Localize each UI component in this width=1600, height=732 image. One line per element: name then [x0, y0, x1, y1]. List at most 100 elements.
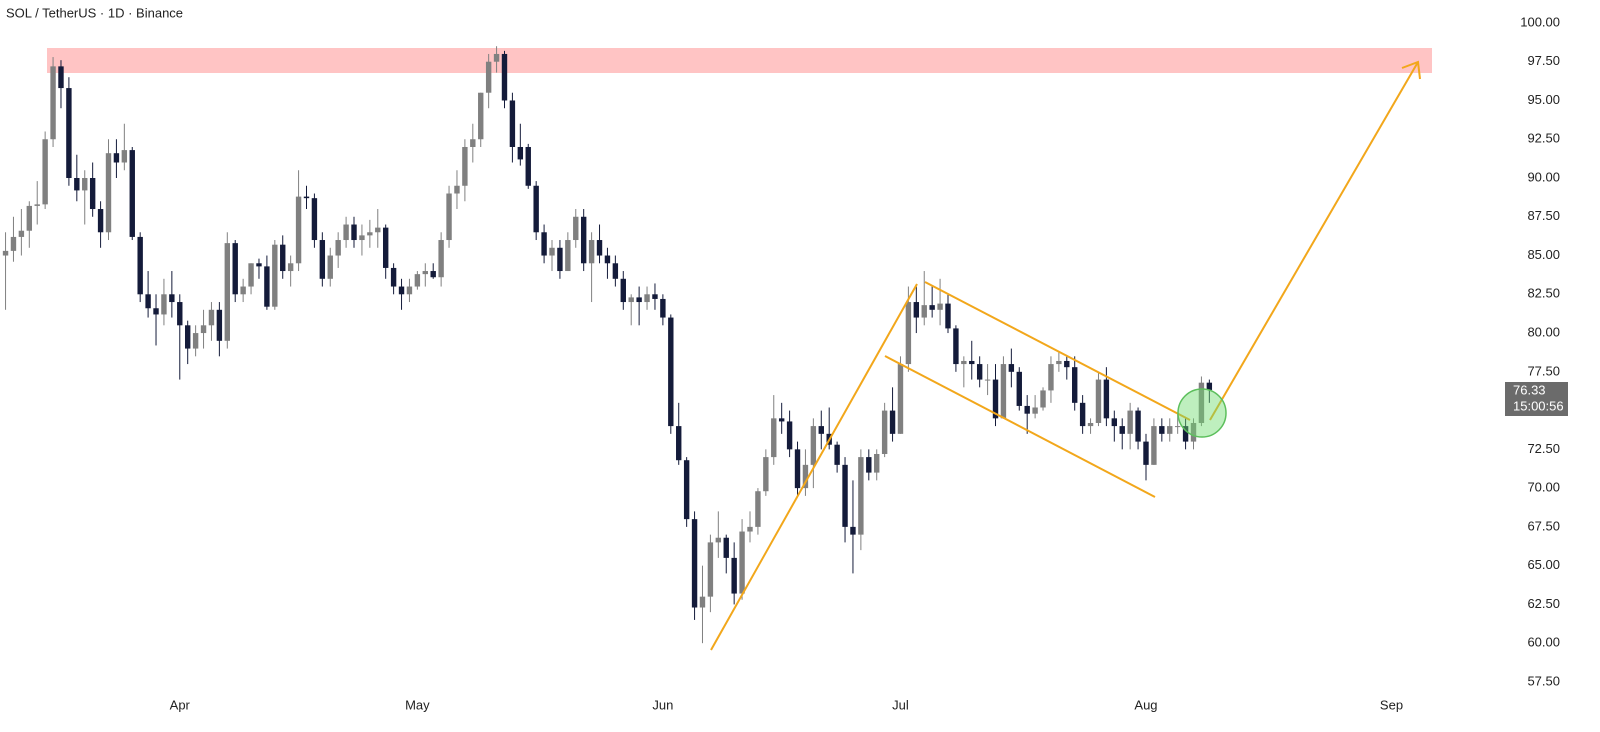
candle-body — [232, 243, 238, 295]
candle-body — [1135, 410, 1141, 442]
candles — [2, 46, 1213, 644]
candle-body — [272, 244, 278, 307]
candle-body — [897, 364, 904, 434]
arrow-head — [1401, 60, 1421, 80]
candle-body — [961, 360, 967, 365]
y-tick-label: 85.00 — [1527, 247, 1560, 262]
candle-body — [588, 240, 595, 264]
candle-body — [113, 153, 120, 163]
candle-body — [636, 297, 642, 303]
y-tick-label: 92.50 — [1527, 131, 1560, 146]
candle-body — [280, 244, 286, 272]
candle-body — [953, 328, 959, 365]
candle-body — [1008, 364, 1015, 372]
candle-body — [169, 294, 175, 303]
candle-body — [644, 294, 650, 303]
candle-body — [786, 421, 793, 450]
candle-body — [660, 298, 666, 318]
candle-body — [573, 216, 579, 241]
candle-body — [676, 426, 682, 461]
candle-body — [889, 410, 896, 434]
drawings — [710, 60, 1421, 651]
y-tick-label: 67.50 — [1527, 518, 1560, 533]
candle-body — [771, 418, 777, 458]
candle-body — [913, 302, 920, 318]
candle-body — [992, 379, 999, 419]
x-tick-label: Jun — [652, 697, 673, 712]
candle-body — [763, 457, 769, 492]
candle-body — [145, 294, 151, 309]
y-tick-label: 90.00 — [1527, 169, 1560, 184]
candle-body — [287, 263, 294, 272]
candle-body — [311, 198, 318, 241]
candle-body — [731, 557, 737, 594]
candle-body — [937, 303, 943, 310]
candle-body — [121, 150, 128, 163]
candle-body — [390, 267, 397, 287]
y-axis: 57.5060.0062.5065.0067.5070.0072.5075.00… — [1500, 14, 1560, 688]
candle-body — [216, 309, 223, 341]
candle-body — [478, 92, 484, 140]
candle-body — [438, 240, 444, 278]
candle-body — [517, 146, 524, 160]
candle-body — [446, 193, 452, 241]
candle-body — [549, 247, 555, 256]
resistance-zone — [47, 48, 1432, 73]
candle-body — [976, 364, 983, 380]
candle-body — [723, 537, 729, 558]
breakout-highlight — [1177, 388, 1227, 438]
candle-body — [153, 308, 159, 315]
candle-body — [866, 457, 872, 473]
candle-body — [1119, 426, 1125, 434]
channel-line — [884, 355, 1156, 498]
candle-body — [1143, 441, 1149, 465]
price-tag — [1505, 382, 1568, 416]
candle-body — [739, 531, 745, 594]
candle-body — [1024, 405, 1030, 414]
candle-body — [596, 240, 603, 256]
candle-body — [184, 325, 191, 349]
candle-body — [652, 294, 658, 299]
candle-body — [834, 444, 840, 465]
candle-body — [1174, 426, 1181, 428]
candle-body — [89, 178, 96, 210]
candle-body — [1087, 422, 1094, 427]
candle-body — [2, 250, 9, 256]
candle-body — [1040, 390, 1046, 408]
y-tick-label: 70.00 — [1527, 480, 1560, 495]
y-tick-label: 65.00 — [1527, 557, 1560, 572]
candle-body — [905, 302, 912, 365]
candle-body — [82, 178, 88, 191]
trend-line — [710, 283, 918, 651]
candle-body — [533, 185, 539, 233]
chart-title: SOL / TetherUS · 1D · Binance — [6, 5, 183, 20]
candle-body — [628, 297, 634, 303]
candle-body — [264, 266, 270, 307]
candle-body — [422, 271, 428, 275]
candle-body — [462, 146, 468, 186]
x-axis: Apr May Jun Jul Aug Sep — [170, 692, 1403, 712]
candle-body — [858, 457, 864, 535]
candle-body — [137, 236, 143, 295]
candle-body — [42, 139, 48, 205]
candle-body — [382, 227, 389, 268]
candle-body — [1151, 426, 1157, 465]
x-tick-label: Aug — [1134, 697, 1157, 712]
channel-line — [924, 281, 1191, 421]
candle-body — [335, 240, 341, 256]
candle-body — [97, 209, 104, 233]
candle-body — [303, 196, 310, 199]
candle-body — [683, 460, 690, 520]
candle-body — [945, 303, 951, 329]
candle-body — [1079, 402, 1086, 427]
candle-body — [1206, 382, 1213, 390]
candle-body — [1182, 426, 1189, 442]
candle-body — [778, 418, 785, 422]
x-tick-label: May — [405, 697, 430, 712]
candle-body — [1095, 379, 1102, 423]
candle-body — [541, 232, 547, 256]
y-tick-label: 80.00 — [1527, 324, 1560, 339]
candle-body — [1048, 364, 1054, 391]
candle-body — [295, 196, 302, 264]
candle-body — [327, 255, 333, 279]
